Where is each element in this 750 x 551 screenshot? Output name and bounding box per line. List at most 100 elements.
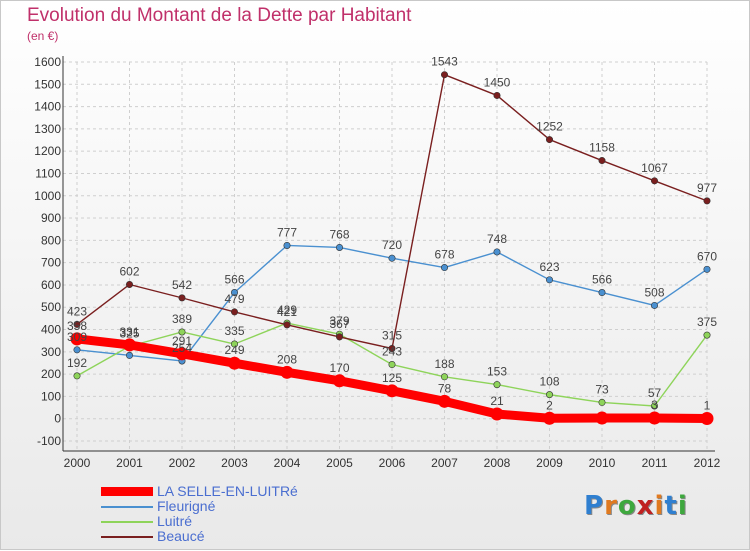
data-point <box>703 197 711 205</box>
value-label: 73 <box>595 382 609 396</box>
data-point <box>73 372 81 380</box>
value-label: 977 <box>697 181 717 195</box>
value-label: 21 <box>490 394 504 408</box>
x-tick-label: 2008 <box>484 456 511 470</box>
data-point <box>178 294 186 302</box>
y-tick-label: 800 <box>41 233 61 247</box>
logo-letter: o <box>617 491 637 521</box>
x-tick-label: 2006 <box>379 456 406 470</box>
series-lines <box>70 71 714 425</box>
value-label: 188 <box>434 357 454 371</box>
legend-swatch <box>101 521 153 523</box>
value-label: 375 <box>697 315 717 329</box>
x-tick-label: 2000 <box>64 456 91 470</box>
legend: LA SELLE-EN-LUITRé Fleurigné Luitré Beau… <box>101 483 341 544</box>
value-label: 678 <box>434 248 454 262</box>
value-label: 358 <box>67 319 87 333</box>
data-point <box>335 333 343 341</box>
legend-label: Luitré <box>157 513 193 529</box>
data-point <box>703 265 711 273</box>
data-point <box>598 289 606 297</box>
value-label: 1067 <box>641 161 668 175</box>
data-point <box>595 411 609 425</box>
y-tick-label: 1100 <box>35 166 61 180</box>
data-point <box>598 398 606 406</box>
data-point <box>175 347 189 361</box>
value-label: 720 <box>382 238 402 252</box>
value-label: 508 <box>644 285 664 299</box>
value-label: 421 <box>277 305 297 319</box>
y-tick-label: 1300 <box>34 122 61 136</box>
value-label: 566 <box>224 273 244 287</box>
data-point <box>440 373 448 381</box>
value-label: 192 <box>67 356 87 370</box>
logo-letter: P <box>584 491 605 521</box>
data-point <box>231 308 239 316</box>
value-label: 153 <box>487 365 507 379</box>
logo-letter: i <box>654 491 665 521</box>
value-label: 208 <box>277 352 297 366</box>
logo-letter: x <box>636 491 655 521</box>
y-tick-label: 500 <box>41 300 61 314</box>
value-label: 1158 <box>589 141 615 155</box>
data-point <box>543 411 556 425</box>
data-point <box>388 344 396 352</box>
data-point <box>493 91 501 99</box>
data-point <box>650 177 658 185</box>
data-point <box>545 391 553 399</box>
value-label: 78 <box>438 381 452 395</box>
y-tick-label: 1600 <box>34 55 61 69</box>
value-label: 429 <box>277 303 297 317</box>
legend-item-luitre: Luitré <box>101 513 341 529</box>
value-label: 367 <box>329 317 349 331</box>
value-label: 1543 <box>431 55 458 69</box>
legend-label: LA SELLE-EN-LUITRé <box>157 483 298 499</box>
legend-swatch <box>101 536 153 538</box>
data-point <box>126 280 134 288</box>
value-label: 542 <box>172 278 192 292</box>
x-tick-label: 2011 <box>642 456 668 470</box>
value-label: 1 <box>704 398 711 412</box>
value-label: 768 <box>329 227 349 241</box>
value-label: 291 <box>172 334 192 348</box>
data-point <box>438 394 451 408</box>
legend-item-beauce: Beaucé <box>101 528 341 544</box>
value-label: 170 <box>329 361 349 375</box>
logo-letter: r <box>604 491 618 521</box>
x-tick-label: 2007 <box>431 456 458 470</box>
value-label: 57 <box>648 386 662 400</box>
data-point <box>650 402 658 410</box>
data-point <box>440 264 448 272</box>
y-tick-label: 1200 <box>34 144 61 158</box>
value-label: 748 <box>487 232 507 246</box>
x-tick-label: 2001 <box>116 456 143 470</box>
x-tick-label: 2005 <box>326 456 353 470</box>
legend-swatch <box>101 487 153 496</box>
data-point <box>493 248 501 256</box>
legend-swatch <box>101 506 153 508</box>
value-label: 566 <box>592 273 612 287</box>
data-point <box>440 71 448 79</box>
legend-item-la-selle-en-luitre: LA SELLE-EN-LUITRé <box>101 483 341 499</box>
data-point <box>178 328 186 336</box>
y-tick-label: 200 <box>41 367 61 381</box>
legend-item-fleurigne: Fleurigné <box>101 498 341 514</box>
legend-label: Beaucé <box>157 528 205 544</box>
data-point <box>385 384 399 398</box>
value-label: 254 <box>172 341 192 355</box>
x-tick-label: 2009 <box>536 456 563 470</box>
data-point <box>70 332 84 346</box>
y-tick-label: 100 <box>41 389 61 403</box>
value-label: 325 <box>119 326 139 340</box>
value-label: 125 <box>382 371 402 385</box>
value-label: 670 <box>697 249 717 263</box>
data-point <box>703 331 711 339</box>
data-point <box>700 411 714 425</box>
value-label: 309 <box>67 330 87 344</box>
y-tick-label: 300 <box>41 345 61 359</box>
data-point <box>283 241 291 249</box>
value-label: 243 <box>382 345 402 359</box>
value-label: 1252 <box>536 120 563 134</box>
